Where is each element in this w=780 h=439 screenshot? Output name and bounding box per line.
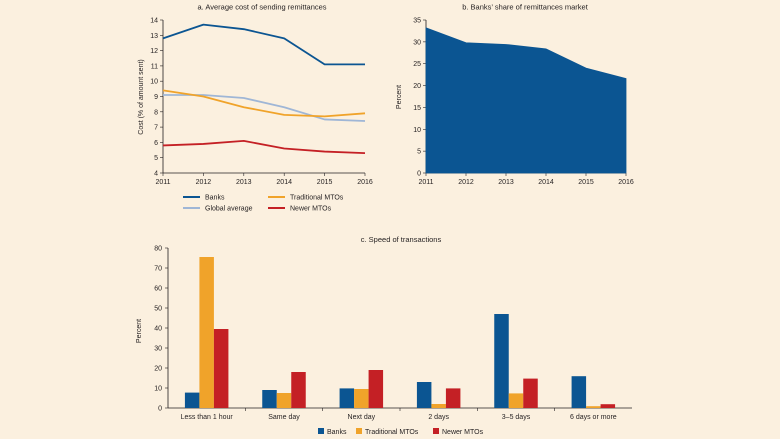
panel-a-x-tick-label: 2011 [155, 179, 170, 186]
panel-c-y-tick-label: 10 [154, 386, 162, 393]
panel-a-y-tick-label: 8 [154, 109, 158, 116]
panel-c-bars [184, 257, 616, 408]
bar-traditional-mtos-6-days-or-more [586, 406, 601, 408]
bar-newer-mtos-3-5-days [523, 378, 538, 408]
bar-newer-mtos-2-days [445, 388, 461, 408]
panel-c-x-tick-label: 6 days or more [570, 414, 617, 421]
panel-a-y-axis-label: Cost (% of amount sent) [138, 59, 145, 134]
panel-b-y-tick-label: 25 [413, 61, 421, 68]
legend-traditional-mtos-label: Traditional MTOs [365, 429, 419, 436]
panel-c-title: c. Speed of transactions [361, 235, 442, 244]
panel-a-x-tick-label: 2016 [357, 179, 373, 186]
panel-a-x-tick-label: 2014 [276, 179, 292, 186]
panel-c-speed-chart: c. Speed of transactions Percent 0 10 20 30… [136, 235, 632, 436]
line-traditional-mtos [162, 89, 366, 118]
panel-a-y-tick-label: 12 [150, 48, 158, 55]
legend-newer-mtos-label: Newer MTOs [442, 429, 484, 436]
panel-b-title: b. Banks’ share of remittances market [462, 3, 589, 12]
line-banks [162, 23, 365, 66]
panel-a-y-tick-label: 14 [150, 18, 158, 25]
panel-a-legend: Banks Global average Traditional MTOs Ne… [183, 195, 344, 213]
panel-b-y-axis-label: Percent [396, 85, 403, 109]
legend-banks-label: Banks [205, 195, 225, 202]
panel-a-y-tick-label: 4 [154, 171, 158, 178]
panel-a-y-tick-label: 6 [154, 140, 158, 147]
bar-newer-mtos-6-days-or-more [600, 404, 616, 408]
panel-c-x-tick-label: Next day [348, 414, 376, 421]
legend-traditional-mtos-label: Traditional MTOs [290, 195, 344, 202]
bar-banks-3-5-days [494, 314, 509, 408]
panel-c-y-tick-label: 80 [154, 246, 162, 253]
panel-c-y-axis-label: Percent [136, 319, 143, 343]
line-global-average [163, 94, 366, 122]
legend-newer-mtos-label: Newer MTOs [290, 206, 332, 213]
panel-a-y-tick-label: 5 [154, 155, 158, 162]
panel-c-y-tick-label: 40 [154, 326, 162, 333]
bar-newer-mtos-next-day [368, 370, 384, 408]
panel-c-axes: 0 10 20 30 40 50 60 70 80 Less than 1 hour Same da… [154, 246, 632, 421]
panel-a-y-tick-label: 7 [154, 125, 158, 132]
panel-c-x-tick-label: 3–5 days [502, 414, 531, 421]
panel-b-y-tick-label: 5 [417, 149, 421, 156]
bar-traditional-mtos-same-day [276, 393, 292, 408]
panel-c-y-tick-label: 50 [154, 306, 162, 313]
panel-b-y-tick-label: 20 [413, 83, 421, 90]
panel-b-y-tick-label: 35 [413, 18, 421, 25]
panel-b-area [425, 27, 627, 174]
panel-c-y-tick-label: 70 [154, 266, 162, 273]
panel-c-y-tick-label: 20 [154, 366, 162, 373]
bar-traditional-mtos-next-day [354, 389, 369, 408]
panel-a-y-tick-label: 11 [151, 63, 158, 70]
panel-a-axes: 4 5 6 7 8 9 10 11 12 13 14 2011 2012 2013 2014 2015 2016 [150, 18, 373, 187]
panel-a-x-tick-label: 2013 [236, 179, 252, 186]
panel-b-y-tick-label: 0 [417, 171, 421, 178]
area-banks-share [425, 27, 627, 174]
bar-traditional-mtos-less-than-1-hour [199, 257, 214, 408]
panel-b-y-tick-label: 15 [413, 105, 421, 112]
panel-b-y-tick-label: 10 [413, 127, 421, 134]
panel-c-y-tick-label: 30 [154, 346, 162, 353]
panel-b-x-tick-label: 2013 [498, 179, 514, 186]
panel-a-x-tick-label: 2012 [196, 179, 212, 186]
panel-a-lines [162, 23, 366, 155]
legend-global-average-label: Global average [205, 206, 253, 213]
panel-a-y-tick-label: 13 [150, 33, 158, 40]
panel-b-y-tick-label: 30 [413, 39, 421, 46]
panel-a-cost-chart: a. Average cost of sending remittances C… [138, 3, 373, 213]
legend-banks-label: Banks [327, 429, 347, 436]
bar-traditional-mtos-2-days [431, 404, 446, 408]
panel-c-x-tick-label: Same day [268, 414, 300, 421]
panel-b-x-tick-label: 2016 [618, 179, 634, 186]
panel-b-x-tick-label: 2014 [538, 179, 554, 186]
line-newer-mtos [162, 139, 366, 155]
panel-a-x-tick-label: 2015 [317, 179, 333, 186]
legend-newer-mtos-swatch [433, 428, 439, 434]
panel-a-y-tick-label: 10 [150, 79, 158, 86]
bar-banks-next-day [339, 388, 355, 408]
panel-c-x-tick-label: 2 days [428, 414, 449, 421]
bar-banks-6-days-or-more [571, 376, 587, 408]
bar-banks-less-than-1-hour [184, 392, 200, 408]
panel-c-y-tick-label: 60 [154, 286, 162, 293]
panel-c-y-tick-label: 0 [158, 406, 162, 413]
panel-c-legend: Banks Traditional MTOs Newer MTOs [318, 428, 484, 436]
panel-a-y-tick-label: 9 [154, 94, 158, 101]
bar-newer-mtos-same-day [291, 372, 306, 408]
panel-c-x-tick-label: Less than 1 hour [181, 414, 234, 421]
legend-banks-swatch [318, 428, 324, 434]
panel-b-bank-share-chart: b. Banks’ share of remittances market Pe… [396, 3, 634, 187]
bar-newer-mtos-less-than-1-hour [213, 329, 229, 408]
panel-b-x-tick-label: 2011 [418, 179, 433, 186]
panel-a-title: a. Average cost of sending remittances [197, 3, 326, 12]
panel-b-x-tick-label: 2015 [578, 179, 594, 186]
panel-b-x-tick-label: 2012 [458, 179, 474, 186]
legend-traditional-mtos-swatch [356, 428, 362, 434]
bar-banks-2-days [416, 382, 432, 408]
bar-banks-same-day [262, 390, 277, 408]
bar-traditional-mtos-3-5-days [508, 393, 524, 408]
